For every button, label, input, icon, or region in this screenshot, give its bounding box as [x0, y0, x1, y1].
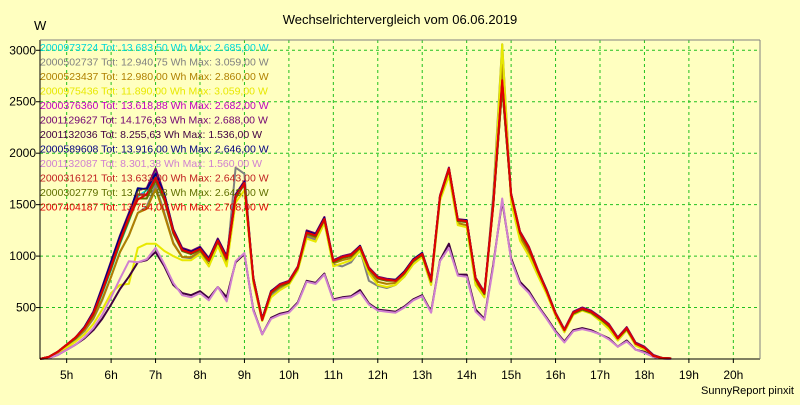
- x-tick-label: 6h: [104, 368, 117, 382]
- x-tick-label: 7h: [149, 368, 162, 382]
- x-tick-label: 20h: [723, 368, 743, 382]
- x-tick-label: 9h: [238, 368, 251, 382]
- x-tick-label: 18h: [634, 368, 654, 382]
- y-tick-label: 3000: [9, 43, 36, 57]
- y-tick-label: 1500: [9, 198, 36, 212]
- x-tick-label: 16h: [546, 368, 566, 382]
- y-tick-label: 1000: [9, 249, 36, 263]
- y-unit-label: W: [34, 18, 47, 33]
- legend-entry-12: 2007404187 Tot: 13.754,00 Wh Max: 2.708,…: [40, 202, 269, 214]
- legend-entry-1: 2000973724 Tot: 13.683,50 Wh Max: 2.685,…: [40, 42, 269, 54]
- axes: 500 1000 1500 2000 2500 3000 5h 6h 7h 8h 9h 10h 11h 1…: [9, 39, 761, 382]
- legend-entry-3: 2000523437 Tot: 12.980,00 Wh Max: 2.860,…: [40, 71, 269, 83]
- legend-entry-2: 2000502737 Tot: 12.940,75 Wh Max: 3.059,…: [40, 57, 269, 69]
- series-line-9: [39, 197, 672, 360]
- legend-entry-9: 2001132087 Tot: 8.301,38 Wh Max: 1.560,0…: [40, 158, 262, 170]
- x-tick-label: 5h: [60, 368, 73, 382]
- footer-label: SunnyReport pinxit: [701, 385, 794, 397]
- x-tick-label: 10h: [279, 368, 299, 382]
- x-tick-label: 14h: [457, 368, 477, 382]
- y-tick-label: 2500: [9, 95, 36, 109]
- legend-entry-5: 2000376360 Tot: 13.618,88 Wh Max: 2.682,…: [40, 100, 269, 112]
- legend: 2000973724 Tot: 13.683,50 Wh Max: 2.685,…: [40, 42, 269, 214]
- legend-entry-8: 2000589608 Tot: 13.916,00 Wh Max: 2.646,…: [40, 144, 269, 156]
- legend-entry-11: 2000302779 Tot: 13.478,88 Wh Max: 2.643,…: [40, 187, 269, 199]
- x-tick-label: 17h: [590, 368, 610, 382]
- series-line-12: [39, 79, 672, 360]
- x-tick-label: 13h: [412, 368, 432, 382]
- grid: [40, 40, 760, 359]
- x-tick-label: 11h: [324, 368, 343, 382]
- x-tick-label: 15h: [501, 368, 521, 382]
- x-tick-label: 19h: [679, 368, 699, 382]
- legend-entry-7: 2001132036 Tot: 8.255,63 Wh Max: 1.536,0…: [40, 129, 262, 141]
- y-tick-label: 500: [16, 301, 36, 315]
- chart-title: Wechselrichtervergleich vom 06.06.2019: [283, 12, 518, 27]
- x-tick-label: 12h: [368, 368, 388, 382]
- series-line-7: [39, 199, 672, 360]
- y-tick-label: 2000: [9, 146, 36, 160]
- legend-entry-10: 2000316121 Tot: 13.633,00 Wh Max: 2.643,…: [40, 173, 269, 185]
- x-tick-label: 8h: [193, 368, 206, 382]
- series-layer: [39, 43, 672, 360]
- legend-entry-6: 2001129627 Tot: 14.176,63 Wh Max: 2.688,…: [40, 115, 268, 127]
- legend-entry-4: 2000975436 Tot: 11.890,00 Wh Max: 3.059,…: [40, 86, 268, 98]
